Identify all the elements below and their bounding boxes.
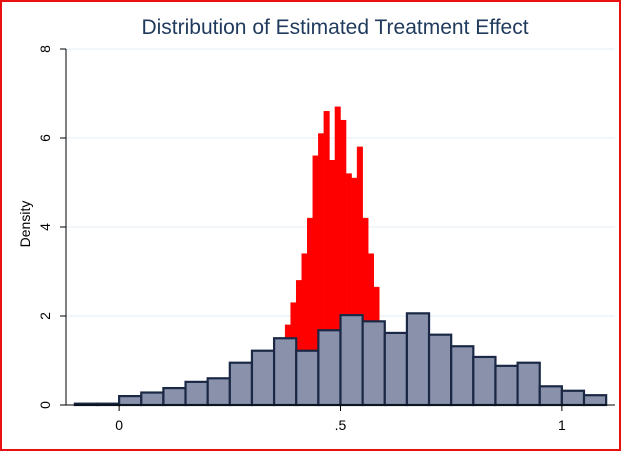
gray-bar-13 xyxy=(361,320,386,407)
gray-bar-17 xyxy=(450,345,475,407)
gray-bar-8 xyxy=(250,349,276,407)
gray-bar-16 xyxy=(427,333,453,407)
y-tick-label-2: 4 xyxy=(37,223,53,231)
chart-title: Distribution of Estimated Treatment Effe… xyxy=(141,16,528,39)
gray-bar-2 xyxy=(118,395,143,407)
gray-bar-22 xyxy=(560,389,586,407)
x-tick-label-1: .5 xyxy=(335,417,347,433)
gray-bar-19 xyxy=(494,364,519,407)
gray-bar-6 xyxy=(206,377,231,407)
y-tick-label-4: 8 xyxy=(37,45,53,53)
y-tick-label-3: 6 xyxy=(37,134,53,142)
gray-bar-12 xyxy=(339,314,364,407)
gray-bar-20 xyxy=(516,361,541,407)
gray-bar-23 xyxy=(582,394,608,407)
x-tick-label-0: 0 xyxy=(115,417,123,433)
x-tick-label-2: 1 xyxy=(558,417,566,433)
gray-bar-3 xyxy=(140,391,165,407)
gray-histogram-series xyxy=(73,312,608,407)
gray-bar-11 xyxy=(317,329,342,407)
y-axis-label: Density xyxy=(17,201,33,248)
y-tick-label-0: 0 xyxy=(37,401,53,409)
gray-bar-9 xyxy=(272,337,298,407)
gray-bar-14 xyxy=(383,331,409,407)
gray-bar-21 xyxy=(538,385,563,407)
y-tick-label-1: 2 xyxy=(37,312,53,320)
gray-bar-5 xyxy=(184,380,209,407)
gray-bar-10 xyxy=(295,349,320,407)
gray-bar-18 xyxy=(472,355,497,407)
gray-bar-7 xyxy=(228,361,254,407)
gray-bar-4 xyxy=(162,386,187,407)
gray-bar-15 xyxy=(405,312,431,407)
axes: 0 2 4 6 8 0 .5 1 xyxy=(37,45,615,433)
